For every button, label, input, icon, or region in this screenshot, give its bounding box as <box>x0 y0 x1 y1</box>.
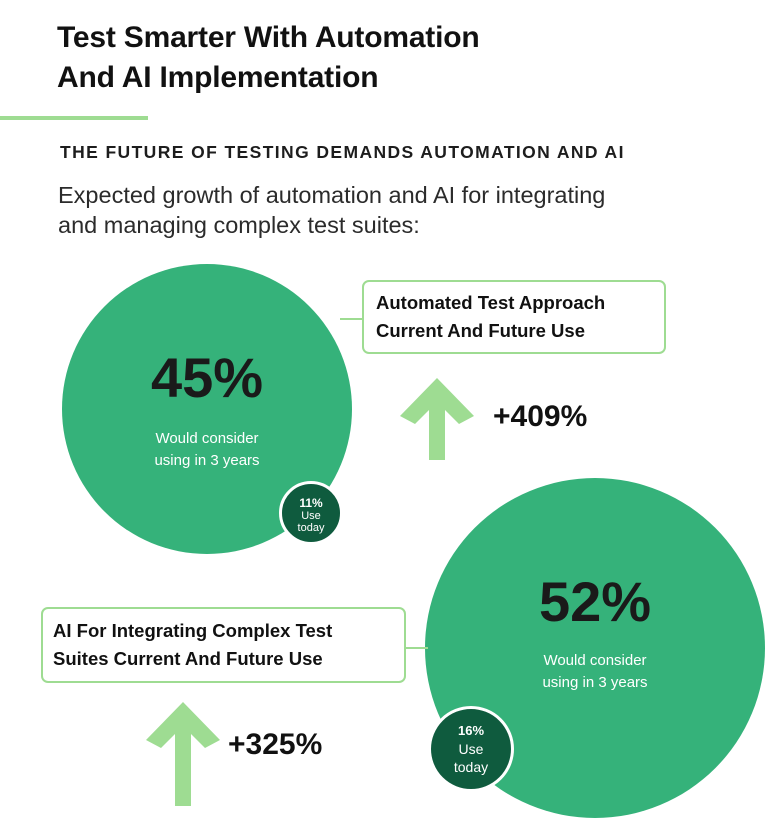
automation-future-percent: 45% <box>150 346 264 409</box>
title-underline <box>0 116 148 120</box>
ai-future-percent: 52% <box>538 570 652 633</box>
ai-label-line-1: AI For Integrating Complex Test <box>53 620 333 641</box>
automation-today-label-line-2: today <box>297 522 325 534</box>
automation-label-box: Automated Test Approach Current And Futu… <box>362 280 666 354</box>
title-line-2: And AI Implementation <box>57 61 379 94</box>
subtitle-line-1: Expected growth of automation and AI for… <box>58 182 606 208</box>
automation-future-description: Would consider using in 3 years <box>62 428 352 472</box>
ai-label-line-2: Suites Current And Future Use <box>53 648 323 669</box>
subtitle-line-2: and managing complex test suites: <box>58 212 420 238</box>
ai-today-badge: 16% Use today <box>428 706 514 792</box>
automation-future-desc-line-1: Would consider <box>155 430 259 447</box>
ai-future-desc-line-1: Would consider <box>543 652 647 669</box>
ai-today-label-line-1: Use <box>458 741 484 757</box>
page-title: Test Smarter With Automation And AI Impl… <box>57 18 480 98</box>
up-arrow-icon <box>400 378 474 460</box>
ai-today-label-line-2: today <box>453 759 489 775</box>
automation-today-badge: 11% Use today <box>279 481 343 545</box>
automation-label-line-1: Automated Test Approach <box>376 292 606 313</box>
title-line-1: Test Smarter With Automation <box>57 21 480 54</box>
automation-label-line-2: Current And Future Use <box>376 320 585 341</box>
automation-future-desc-line-2: using in 3 years <box>154 452 260 469</box>
up-arrow-icon <box>146 702 220 806</box>
subtitle: Expected growth of automation and AI for… <box>58 180 758 240</box>
ai-future-description: Would consider using in 3 years <box>425 650 765 694</box>
ai-future-desc-line-2: using in 3 years <box>542 674 648 691</box>
ai-today-percent: 16% <box>457 723 485 738</box>
automation-today-label-line-1: Use <box>301 510 321 522</box>
automation-future-circle: 45% Would consider using in 3 years <box>62 264 352 554</box>
automation-connector <box>340 318 364 320</box>
section-kicker: THE FUTURE OF TESTING DEMANDS AUTOMATION… <box>60 142 625 162</box>
ai-connector <box>404 647 428 649</box>
ai-growth: +325% <box>228 728 323 761</box>
ai-label-box: AI For Integrating Complex Test Suites C… <box>41 607 406 683</box>
automation-today-percent: 11% <box>299 496 323 510</box>
automation-growth: +409% <box>493 400 588 433</box>
